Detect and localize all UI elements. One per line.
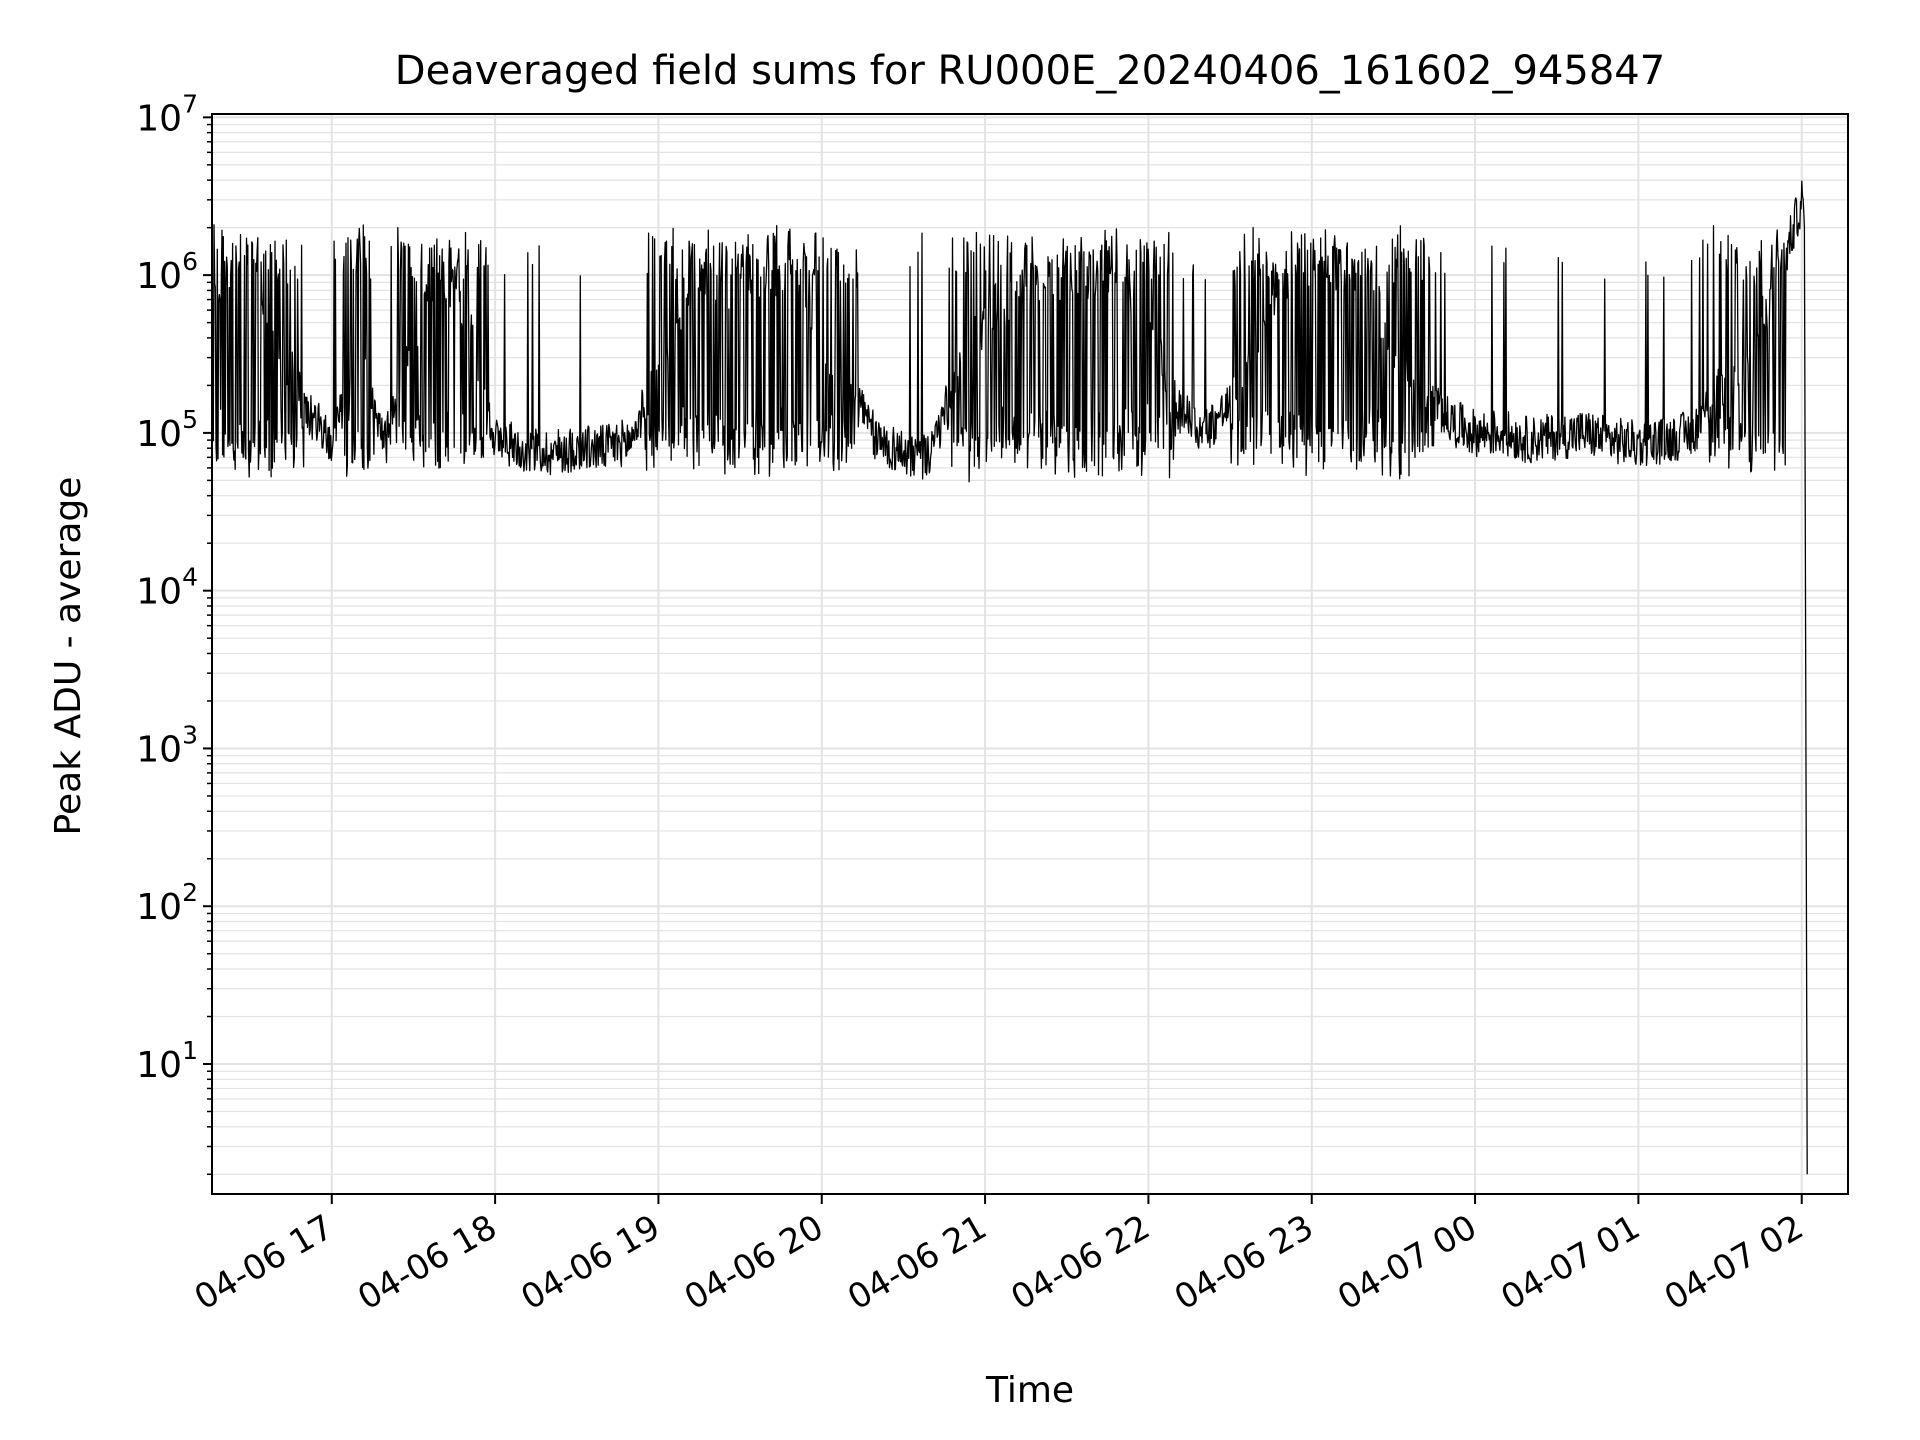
y-tick-label: 101: [136, 1036, 198, 1086]
y-tick-label: 104: [136, 563, 198, 613]
y-tick-label: 105: [136, 405, 198, 455]
y-tick-label: 107: [136, 89, 198, 139]
y-axis: 101 102 103 104 105 106 107: [136, 89, 212, 1176]
y-tick-label: 102: [136, 878, 198, 928]
chart-title: Deaveraged field sums for RU000E_2024040…: [395, 48, 1665, 94]
x-axis-label: Time: [985, 1370, 1074, 1411]
series-line-0: [211, 180, 1808, 1175]
y-axis-label: Peak ADU - average: [48, 477, 89, 836]
grid: [212, 114, 1848, 1194]
y-tick-label: 106: [136, 247, 198, 297]
data-series: [211, 180, 1808, 1175]
y-tick-label: 103: [136, 720, 198, 770]
